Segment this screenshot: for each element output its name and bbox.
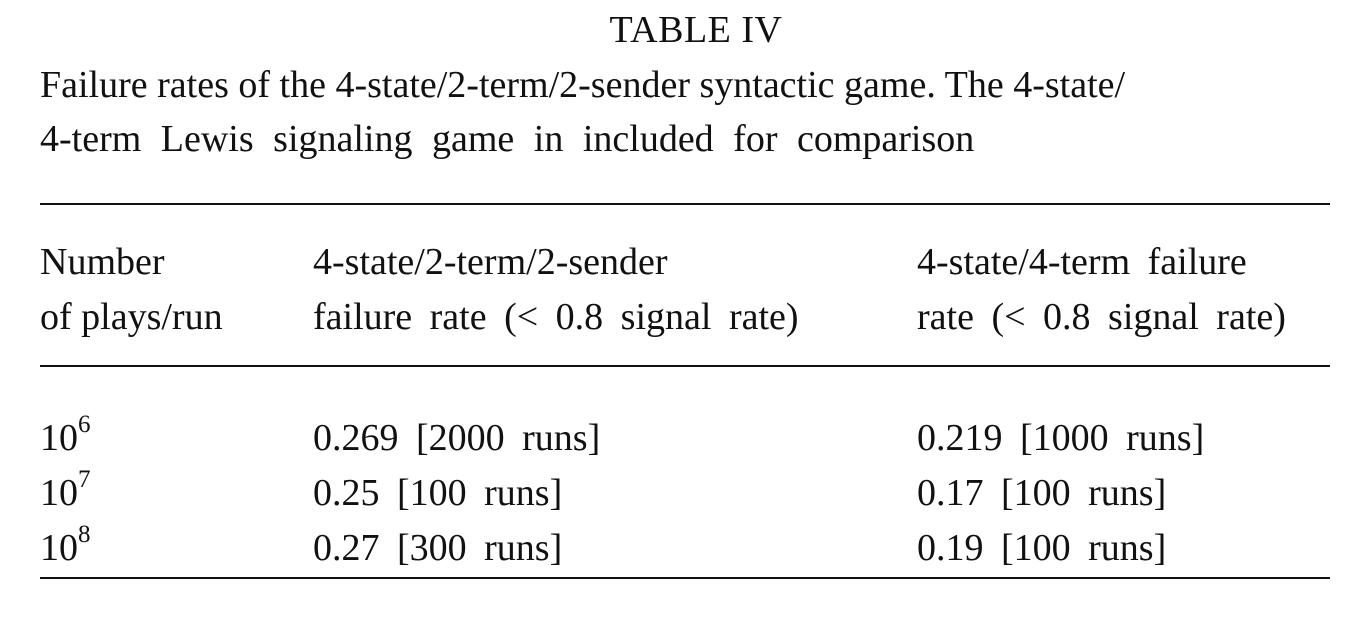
header-syntactic-line-1: 4-state/2-term/2-sender xyxy=(313,241,668,283)
lewis-failure-cell: 0.19 [100 runs] xyxy=(917,527,1167,569)
plays-exponent: 6 xyxy=(78,411,91,439)
syntactic-failure-cell: 0.25 [100 runs] xyxy=(313,472,563,514)
header-lewis-line-1: 4-state/4-term failure xyxy=(917,241,1247,283)
plays-base: 10 xyxy=(40,527,78,569)
plays-exponent: 7 xyxy=(78,466,91,494)
plays-cell: 108 xyxy=(40,521,91,575)
header-plays-line-2: of plays/run xyxy=(40,296,223,338)
header-rule xyxy=(40,365,1330,367)
lewis-failure-cell: 0.17 [100 runs] xyxy=(917,472,1167,514)
top-rule xyxy=(40,203,1330,205)
syntactic-failure-cell: 0.27 [300 runs] xyxy=(313,527,563,569)
plays-base: 10 xyxy=(40,417,78,459)
bottom-rule xyxy=(40,577,1330,579)
table-label: TABLE IV xyxy=(609,9,783,51)
plays-cell: 106 xyxy=(40,411,91,465)
table-caption-line-2: 4-term Lewis signaling game in included … xyxy=(40,118,975,160)
header-lewis-line-2: rate (< 0.8 signal rate) xyxy=(917,296,1286,338)
syntactic-failure-cell: 0.269 [2000 runs] xyxy=(313,417,601,459)
header-syntactic-line-2: failure rate (< 0.8 signal rate) xyxy=(313,296,799,338)
plays-base: 10 xyxy=(40,472,78,514)
plays-exponent: 8 xyxy=(78,521,91,549)
plays-cell: 107 xyxy=(40,466,91,520)
table-caption-line-1: Failure rates of the 4-state/2-term/2-se… xyxy=(40,64,1126,106)
lewis-failure-cell: 0.219 [1000 runs] xyxy=(917,417,1205,459)
header-plays-line-1: Number xyxy=(40,241,165,283)
